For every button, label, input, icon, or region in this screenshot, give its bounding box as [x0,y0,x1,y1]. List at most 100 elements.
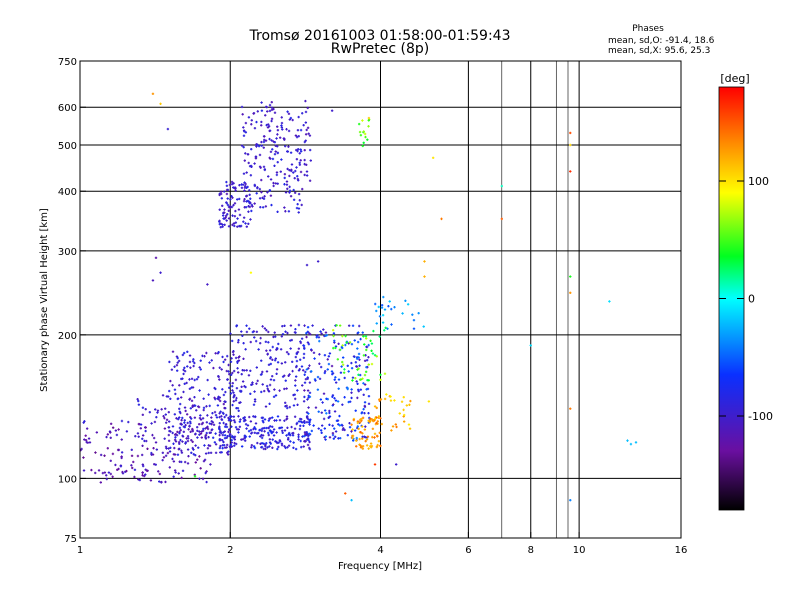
data-point [253,431,256,434]
data-point [172,460,176,463]
data-point [304,121,308,124]
data-point [262,420,265,424]
data-point [343,368,346,371]
data-point [244,131,248,134]
data-point [304,110,308,114]
data-point [347,370,350,373]
data-point [338,348,342,351]
data-point [191,430,194,433]
data-point [255,366,259,369]
data-point [237,409,240,413]
data-point [394,463,398,466]
data-point [365,444,369,447]
data-point [346,433,349,437]
data-point [258,428,262,432]
data-point [275,419,278,422]
data-point [308,148,312,152]
colorbar-title: [deg] [720,72,749,85]
data-point [244,182,247,186]
data-point [256,379,259,383]
data-point [249,218,252,221]
data-point [283,401,287,405]
data-points [80,92,638,502]
data-point [276,133,279,136]
data-point [356,421,359,425]
data-point [228,382,232,385]
data-point [288,185,291,189]
data-point [305,174,309,177]
data-point [182,351,186,355]
data-point [227,386,231,389]
data-point [306,341,310,344]
data-point [267,341,270,344]
data-point [86,441,90,444]
data-point [303,162,306,166]
data-point [302,123,305,127]
data-point [348,341,352,344]
data-point [83,420,86,423]
data-point [360,417,363,421]
data-point [317,336,321,339]
data-point [423,260,426,263]
data-point [250,165,253,168]
data-point [264,340,268,343]
data-point [200,436,203,439]
data-point [144,429,147,433]
data-point [287,112,291,116]
data-point [199,418,203,421]
data-point [242,341,245,345]
data-point [360,411,363,415]
data-point [146,469,149,472]
data-point [105,474,108,477]
data-point [367,116,371,120]
data-point [379,417,382,420]
data-point [161,394,165,397]
data-point [334,399,338,402]
data-point [193,395,196,399]
data-point [310,370,313,373]
data-point [168,429,171,433]
data-point [138,478,142,482]
data-point [103,471,107,474]
data-point [275,431,278,434]
data-point [358,418,362,422]
data-point [379,378,382,382]
data-point [293,415,297,418]
data-point [185,413,189,416]
data-point [162,415,165,418]
data-point [181,440,184,443]
data-point [350,388,353,391]
data-point [322,392,326,395]
colorbar-tick-label: -100 [748,410,773,423]
data-point [276,125,279,128]
data-point [103,454,106,457]
data-point [361,416,365,420]
data-point [422,325,425,328]
data-point [280,335,284,338]
data-point [292,188,295,192]
data-point [371,427,375,431]
data-point [364,335,368,338]
data-point [298,417,302,421]
data-point [164,480,167,484]
data-point [276,145,279,148]
data-point [223,430,226,433]
data-point [229,332,232,335]
data-point [346,386,349,390]
data-point [240,445,244,448]
data-point [365,365,368,369]
data-point [275,171,279,174]
data-point [85,427,89,430]
data-point [141,413,145,417]
data-point [278,418,282,422]
data-point [363,404,366,408]
data-point [337,437,340,440]
data-point [281,324,284,328]
data-point [305,433,308,437]
data-point [176,397,179,401]
data-point [230,180,234,184]
data-point [192,358,195,361]
data-point [263,327,267,330]
data-point [244,423,248,426]
data-point [137,403,141,406]
